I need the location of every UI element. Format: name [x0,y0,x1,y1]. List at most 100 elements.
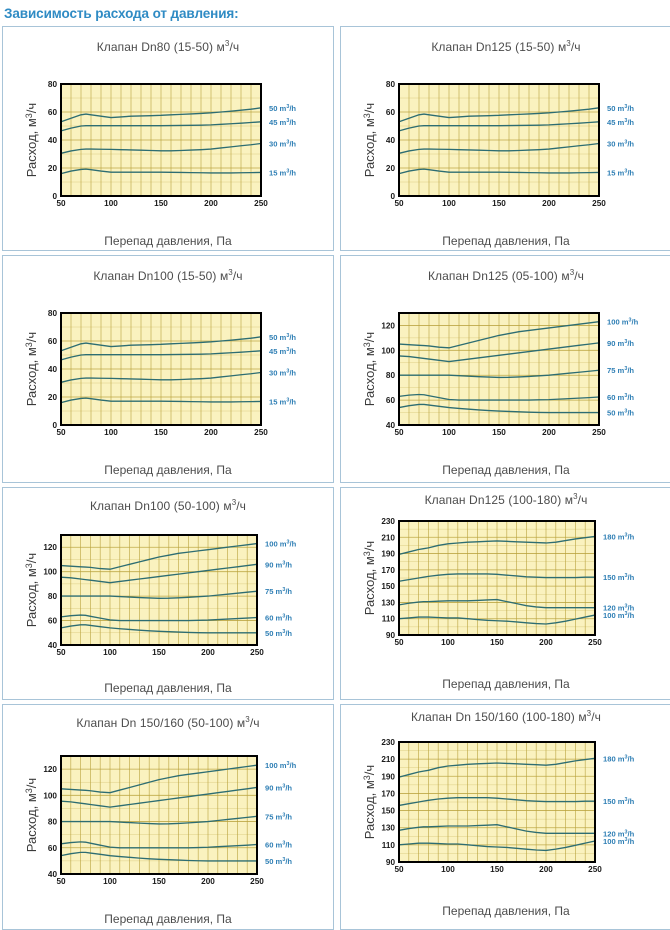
chart-panel: Клапан Dn100 (50-100) м3/ч 40 60 80 100 120 50… [2,487,334,700]
series-legend-label: 150 m3/h [603,797,635,806]
chart-panel: Клапан Dn125 (15-50) м3/ч 0 20 40 60 80 50 100 1… [340,26,670,251]
x-tick-label: 250 [592,199,606,208]
y-tick-label: 20 [386,164,396,173]
svg-text:Расход, м3/ч: Расход, м3/ч [362,541,377,615]
y-axis-label: Расход, м3/ч [24,778,39,852]
series-line [60,336,262,352]
chart-title-text: Клапан Dn80 (15-50) м [96,40,225,54]
series-line [60,851,258,862]
y-tick-label: 80 [48,818,58,827]
x-tick-label: 150 [154,428,168,437]
y-tick-label: 60 [48,108,58,117]
series-legend-label: 100 m3/h [603,611,635,620]
y-tick-label: 170 [381,789,395,798]
series-legend-label: 120 m3/h [603,604,635,613]
chart-title-suffix: /ч [570,40,581,54]
plot-border [398,520,596,636]
series-legend-label: 50 m3/h [607,409,634,418]
series-line [398,107,600,123]
y-tick-label: 120 [43,543,57,552]
chart-title-superscript: 3 [569,268,575,277]
x-tick-label: 150 [152,877,166,886]
x-tick-label: 100 [441,865,455,874]
series-line [60,590,258,599]
y-tick-label: 90 [386,631,396,640]
y-tick-label: 80 [48,592,58,601]
plot-border [60,83,262,197]
x-axis-label: Перепад давления, Па [104,681,232,695]
plot-border [398,741,596,863]
series-line [60,397,262,404]
x-tick-label: 250 [592,428,606,437]
y-tick-label: 150 [381,807,395,816]
x-tick-label: 100 [103,648,117,657]
x-tick-label: 200 [542,428,556,437]
series-line [60,350,262,361]
y-tick-label: 80 [386,80,396,89]
y-tick-label: 150 [381,582,395,591]
chart-plot: 40 60 80 100 120 50 100 150 200 250 Расход, м3/ч 10… [362,312,639,437]
y-axis-label: Расход, м3/ч [362,332,377,406]
x-tick-label: 150 [152,648,166,657]
series-line [398,797,596,807]
x-tick-label: 200 [201,648,215,657]
series-line [398,614,596,625]
series-line [60,107,262,123]
series-line [398,321,600,349]
chart-title-suffix: /ч [236,499,247,513]
y-tick-label: 60 [386,396,396,405]
plot-border [60,534,258,646]
series-line [398,840,596,852]
y-tick-label: 20 [48,164,58,173]
series-legend-label: 30 m3/h [269,369,296,378]
y-tick-label: 130 [381,598,395,607]
y-axis-label: Расход, м3/ч [24,332,39,406]
series-legend-label: 60 m3/h [265,841,292,850]
x-axis-label: Перепад давления, Па [104,463,232,477]
y-tick-label: 80 [48,309,58,318]
chart-plot: 0 20 40 60 80 50 100 150 200 250 Расход, м3/ч 50 m3… [24,80,296,208]
chart-title-superscript: 3 [573,492,578,501]
chart-plot: 0 20 40 60 80 50 100 150 200 250 Расход, м3/ч 50 m3… [24,309,296,437]
plot-wrapper: 90 110 130 150 170 190 210 230 50 100 150 200 250 Рас… [341,724,670,880]
chart-plot: 0 20 40 60 80 50 100 150 200 250 Расход, м3/ч 50 m3… [362,80,634,208]
x-tick-label: 50 [56,877,66,886]
chart-title-superscript: 3 [231,498,237,507]
x-tick-label: 50 [394,199,404,208]
series-legend-label: 50 m3/h [269,104,296,113]
x-tick-label: 200 [204,199,218,208]
y-tick-label: 100 [381,346,395,355]
svg-text:Расход, м3/ч: Расход, м3/ч [24,103,39,177]
series-legend-label: 50 m3/h [607,104,634,113]
y-axis-label: Расход, м3/ч [24,553,39,627]
y-tick-label: 20 [48,393,58,402]
chart-title: Клапан Dn80 (15-50) м3/ч [3,27,333,54]
chart-title-text: Клапан Dn 150/160 (100-180) м [410,710,587,724]
chart-title-suffix: /ч [574,269,585,283]
series-line [60,168,262,175]
chart-panel: Клапан Dn 150/160 (50-100) м3/ч 40 60 80 100… [2,704,334,930]
chart-title: Клапан Dn100 (15-50) м3/ч [3,256,333,283]
series-legend-label: 75 m3/h [265,587,292,596]
series-legend-label: 30 m3/h [269,140,296,149]
x-axis-label: Перепад давления, Па [442,677,570,691]
svg-text:Расход, м3/ч: Расход, м3/ч [24,332,39,406]
chart-title: Клапан Dn 150/160 (100-180) м3/ч [341,705,670,724]
y-tick-label: 80 [386,371,396,380]
page-title: Зависимость расхода от давления: [4,6,239,21]
series-line [398,824,596,834]
series-legend-label: 15 m3/h [269,397,296,406]
chart-title-suffix: /ч [232,269,243,283]
series-legend-label: 90 m3/h [265,560,292,569]
plot-border [60,312,262,426]
x-tick-label: 50 [56,428,66,437]
y-tick-label: 170 [381,566,395,575]
chart-title-text: Клапан Dn125 (05-100) м [427,269,570,283]
series-line [398,598,596,609]
series-line [398,168,600,175]
x-tick-label: 50 [394,638,404,647]
y-tick-label: 230 [381,738,395,747]
chart-title-text: Клапан Dn100 (15-50) м [93,269,229,283]
chart-title-suffix: /ч [577,493,588,507]
series-line [60,121,262,132]
